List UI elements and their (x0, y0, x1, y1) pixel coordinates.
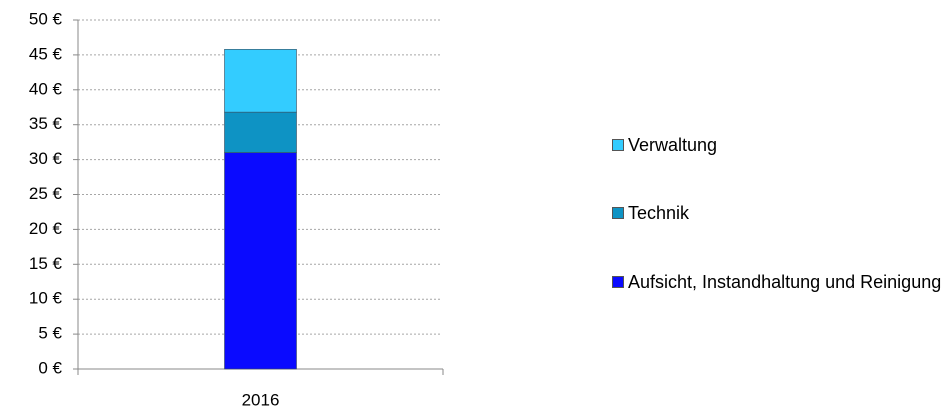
y-tick-label: 10 € (29, 289, 63, 308)
legend-swatch (612, 207, 624, 219)
legend-item: Technik (612, 196, 942, 230)
y-tick-label: 45 € (29, 44, 63, 63)
y-tick-label: 50 € (29, 9, 63, 28)
y-tick-label: 20 € (29, 219, 63, 238)
y-tick-label: 25 € (29, 184, 63, 203)
y-tick-label: 5 € (38, 324, 62, 343)
legend-item: Aufsicht, Instandhaltung und Reinigung (612, 265, 942, 299)
legend-item: Verwaltung (612, 128, 942, 162)
legend-label: Verwaltung (628, 135, 718, 155)
legend-swatch (612, 139, 624, 151)
y-tick-label: 0 € (38, 358, 62, 377)
legend-label: Aufsicht, Instandhaltung und Reinigung (628, 272, 942, 292)
bar-segment (224, 111, 297, 153)
y-tick-label: 30 € (29, 149, 63, 168)
y-tick-label: 40 € (29, 79, 63, 98)
legend-swatch (612, 276, 624, 288)
x-tick-label: 2016 (242, 390, 280, 409)
y-tick-label: 15 € (29, 254, 63, 273)
legend-label: Technik (628, 203, 690, 223)
bar-segment (224, 152, 297, 370)
y-tick-label: 35 € (29, 114, 63, 133)
bar-segment (224, 49, 297, 113)
